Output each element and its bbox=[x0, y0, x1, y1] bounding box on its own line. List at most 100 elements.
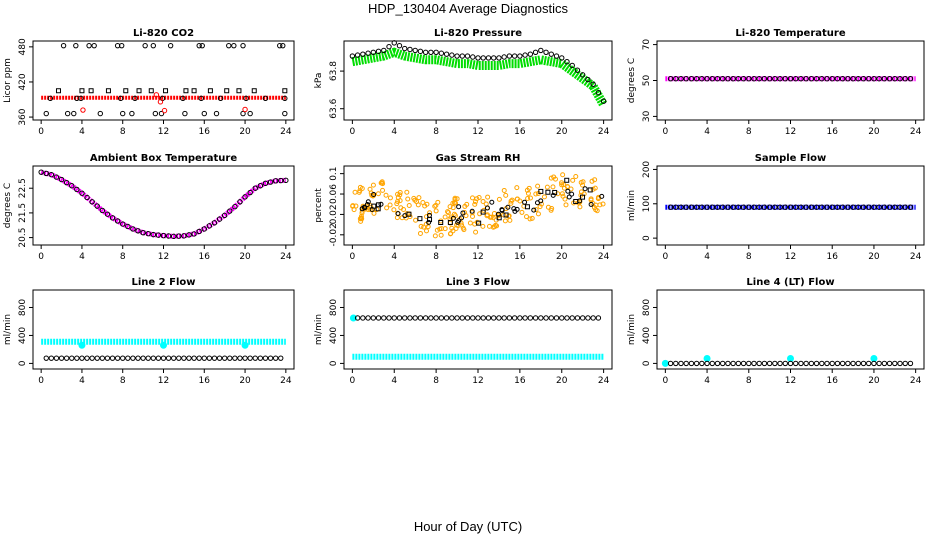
data-point bbox=[71, 110, 77, 117]
data-point bbox=[490, 224, 496, 230]
x-tick-label: 24 bbox=[598, 127, 610, 137]
data-point bbox=[450, 200, 456, 206]
data-point bbox=[484, 212, 490, 218]
plot-frame bbox=[343, 165, 613, 246]
data-point bbox=[104, 211, 111, 217]
y-tick-label: 63.6 bbox=[329, 98, 339, 118]
data-point bbox=[485, 55, 492, 61]
data-point bbox=[667, 76, 674, 82]
data-point bbox=[553, 315, 560, 321]
data-point bbox=[278, 177, 284, 184]
data-point bbox=[667, 204, 674, 210]
panel-title: Li-820 Temperature bbox=[735, 28, 845, 39]
data-point bbox=[454, 315, 460, 321]
data-point bbox=[391, 40, 397, 46]
data-point bbox=[182, 110, 188, 117]
data-point bbox=[559, 315, 565, 321]
x-tick-label: 16 bbox=[514, 376, 526, 386]
data-point bbox=[216, 355, 223, 361]
data-point bbox=[97, 110, 103, 117]
data-point bbox=[746, 204, 752, 210]
data-point bbox=[447, 204, 453, 210]
data-point bbox=[907, 76, 914, 82]
data-point bbox=[191, 355, 197, 361]
data-point bbox=[545, 204, 551, 210]
data-point bbox=[155, 232, 162, 238]
data-point bbox=[517, 53, 523, 59]
data-point bbox=[153, 92, 160, 98]
data-point bbox=[448, 231, 454, 237]
data-point bbox=[543, 315, 549, 321]
x-tick-label: 20 bbox=[868, 252, 880, 262]
x-tick-label: 8 bbox=[746, 376, 752, 386]
data-point bbox=[422, 315, 429, 321]
y-tick-label: 400 bbox=[642, 327, 652, 344]
data-point bbox=[544, 184, 550, 190]
data-point bbox=[459, 53, 465, 59]
data-point bbox=[829, 204, 835, 210]
data-point bbox=[496, 196, 502, 202]
data-point bbox=[130, 226, 136, 232]
data-point bbox=[704, 204, 710, 210]
data-point bbox=[693, 360, 700, 367]
data-point bbox=[78, 341, 86, 349]
x-tick-label: 20 bbox=[239, 127, 251, 137]
panel-title: Line 2 Flow bbox=[132, 277, 196, 288]
x-tick-label: 8 bbox=[746, 127, 752, 137]
data-point bbox=[206, 223, 213, 229]
data-point bbox=[761, 76, 768, 82]
data-point bbox=[551, 174, 557, 180]
data-point bbox=[751, 204, 757, 210]
data-point bbox=[237, 199, 243, 205]
data-point bbox=[145, 230, 151, 237]
x-tick-label: 4 bbox=[391, 376, 397, 386]
data-point bbox=[777, 76, 783, 82]
y-axis-label: Licor ppm bbox=[3, 58, 13, 103]
data-point bbox=[63, 355, 70, 361]
data-point bbox=[569, 315, 575, 321]
data-point bbox=[496, 212, 502, 218]
data-point bbox=[850, 360, 856, 367]
data-point bbox=[876, 360, 882, 367]
data-point bbox=[201, 226, 207, 232]
x-tick-label: 12 bbox=[158, 376, 169, 386]
data-point bbox=[64, 110, 71, 117]
data-point bbox=[242, 355, 248, 361]
x-tick-label: 20 bbox=[868, 127, 880, 137]
data-point bbox=[421, 224, 427, 230]
data-point bbox=[538, 315, 544, 321]
data-point bbox=[428, 315, 434, 321]
x-tick-label: 4 bbox=[391, 252, 397, 262]
data-point bbox=[267, 355, 274, 361]
data-point bbox=[165, 233, 172, 239]
data-point bbox=[349, 314, 357, 322]
x-tick-label: 20 bbox=[239, 252, 251, 262]
data-point bbox=[47, 95, 54, 102]
data-point bbox=[514, 185, 520, 191]
data-point bbox=[120, 221, 126, 227]
y-tick-label: 360 bbox=[18, 108, 28, 125]
data-point bbox=[793, 360, 799, 367]
x-tick-label: 16 bbox=[826, 252, 838, 262]
data-point bbox=[496, 55, 502, 61]
data-point bbox=[180, 95, 186, 102]
data-point bbox=[272, 355, 279, 361]
data-point bbox=[452, 195, 458, 201]
plot-frame bbox=[32, 289, 295, 370]
data-point bbox=[236, 88, 242, 94]
y-tick-label: 50 bbox=[642, 75, 652, 87]
data-point bbox=[142, 42, 148, 49]
data-point bbox=[257, 183, 264, 189]
data-point bbox=[48, 171, 55, 178]
data-point bbox=[438, 50, 445, 56]
data-point bbox=[413, 217, 419, 223]
data-point bbox=[673, 360, 679, 367]
data-point bbox=[433, 49, 439, 55]
data-point bbox=[464, 315, 471, 321]
data-point bbox=[892, 360, 898, 367]
series-band bbox=[40, 169, 286, 239]
data-point bbox=[375, 48, 382, 55]
data-point bbox=[405, 196, 411, 202]
data-point bbox=[907, 360, 914, 367]
data-point bbox=[860, 204, 867, 210]
